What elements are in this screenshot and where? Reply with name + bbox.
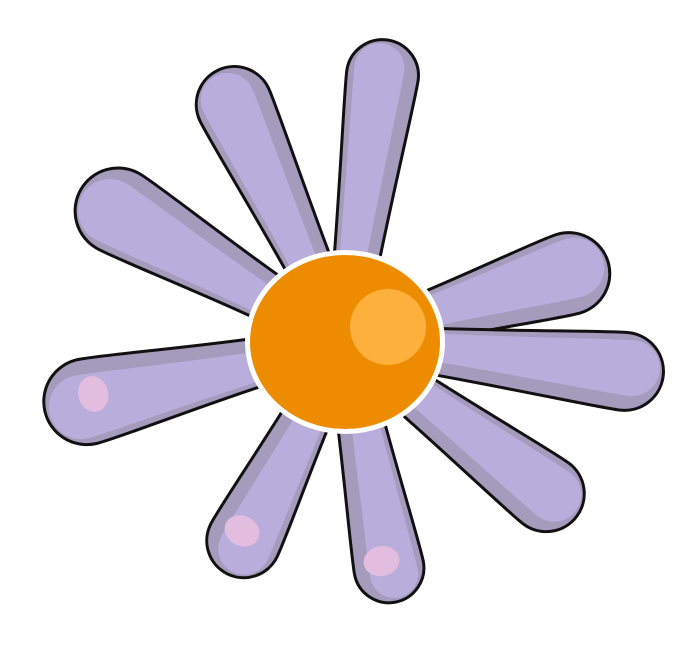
petal-spot — [78, 376, 109, 412]
petal-spot — [363, 545, 400, 577]
center-highlight — [350, 289, 426, 365]
flower-center — [245, 250, 445, 434]
petal-spot — [224, 515, 260, 547]
